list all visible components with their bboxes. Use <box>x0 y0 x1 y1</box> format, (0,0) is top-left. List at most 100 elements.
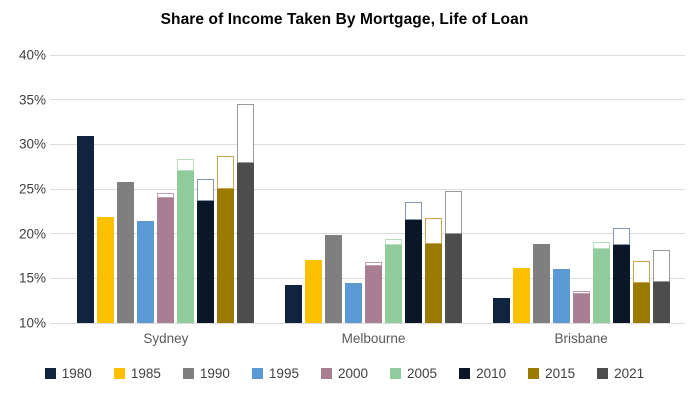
y-tick-label-15: 15% <box>18 270 46 286</box>
bar-melbourne-2010 <box>405 55 422 323</box>
bar-solid-segment <box>532 243 550 323</box>
legend-swatch-2021 <box>597 368 609 379</box>
bar-solid-segment <box>97 216 115 323</box>
legend-swatch-1995 <box>251 368 263 379</box>
y-tick-label-30: 30% <box>18 136 46 152</box>
y-tick-label-25: 25% <box>18 181 46 197</box>
bar-solid-segment <box>285 284 302 323</box>
bar-brisbane-1990 <box>532 55 550 323</box>
bar-brisbane-2005 <box>592 55 610 323</box>
legend-item-2010: 2010 <box>459 366 506 381</box>
legend-item-1985: 1985 <box>113 366 161 381</box>
gridline-35 <box>50 99 685 101</box>
bar-outline-segment <box>217 155 235 189</box>
legend-label-2021: 2021 <box>614 366 645 381</box>
legend-item-2015: 2015 <box>528 366 575 381</box>
bar-melbourne-2015 <box>425 55 442 323</box>
bar-solid-segment <box>512 267 530 323</box>
legend-label-2015: 2015 <box>545 366 576 381</box>
bar-outline-segment <box>157 192 175 198</box>
bar-solid-segment <box>612 245 630 323</box>
legend-label-1980: 1980 <box>61 366 92 381</box>
y-tick-label-35: 35% <box>18 92 46 108</box>
category-label-melbourne: Melbourne <box>341 331 406 346</box>
legend-item-2021: 2021 <box>597 366 644 381</box>
bar-group-sydney <box>62 55 270 323</box>
bar-outline-segment <box>425 218 442 245</box>
bar-melbourne-2021 <box>445 55 462 323</box>
bar-sydney-2021 <box>237 55 255 323</box>
bar-solid-segment <box>325 235 342 323</box>
bar-outline-segment <box>592 241 610 249</box>
legend-item-1980: 1980 <box>44 366 92 381</box>
category-label-sydney: Sydney <box>143 331 189 346</box>
bar-sydney-1995 <box>137 55 155 323</box>
bar-solid-segment <box>237 163 255 323</box>
bar-outline-segment <box>177 158 195 172</box>
legend-label-2005: 2005 <box>407 366 438 381</box>
bar-sydney-1990 <box>117 55 135 323</box>
bar-solid-segment <box>365 265 382 323</box>
bar-outline-segment <box>197 179 215 201</box>
x-axis-category-labels: Sydney Melbourne Brisbane <box>62 331 685 346</box>
bar-solid-segment <box>492 298 510 323</box>
bar-solid-segment <box>552 268 570 323</box>
legend-swatch-2005 <box>390 368 402 379</box>
bar-solid-segment <box>197 200 215 323</box>
gridline-25 <box>50 188 685 190</box>
legend-item-2000: 2000 <box>320 366 368 381</box>
bar-outline-segment <box>405 201 422 221</box>
legend-label-2010: 2010 <box>476 366 507 381</box>
bar-solid-segment <box>425 244 442 323</box>
bar-outline-segment <box>445 190 462 234</box>
legend-label-1985: 1985 <box>130 366 161 381</box>
bar-group-melbourne <box>270 55 478 323</box>
bar-solid-segment <box>137 221 155 323</box>
bar-group-brisbane <box>477 55 685 323</box>
legend-swatch-2015 <box>528 368 540 379</box>
bar-sydney-2000 <box>157 55 175 323</box>
legend-item-1990: 1990 <box>182 366 230 381</box>
bar-sydney-1985 <box>97 55 115 323</box>
legend-label-1995: 1995 <box>268 366 299 381</box>
legend-swatch-2000 <box>320 368 332 379</box>
bar-outline-segment <box>385 239 402 246</box>
legend-item-2005: 2005 <box>390 366 437 381</box>
gridline-30 <box>50 143 685 145</box>
legend-swatch-1985 <box>113 368 125 379</box>
bar-melbourne-1985 <box>305 55 322 323</box>
gridline-10 <box>50 322 685 324</box>
bar-solid-segment <box>632 282 650 323</box>
bar-melbourne-2005 <box>385 55 402 323</box>
bar-sydney-1980 <box>77 55 95 323</box>
bar-outline-segment <box>652 249 670 282</box>
bar-brisbane-2000 <box>572 55 590 323</box>
bar-solid-segment <box>572 294 590 323</box>
bar-solid-segment <box>117 181 135 323</box>
bar-outline-segment <box>365 262 382 266</box>
legend-label-1990: 1990 <box>199 366 230 381</box>
bar-outline-segment <box>632 261 650 283</box>
bar-solid-segment <box>385 245 402 323</box>
bar-solid-segment <box>77 136 95 323</box>
bar-brisbane-2010 <box>612 55 630 323</box>
bar-brisbane-2021 <box>652 55 670 323</box>
category-label-brisbane: Brisbane <box>554 331 608 346</box>
bar-melbourne-1990 <box>325 55 342 323</box>
bar-solid-segment <box>305 259 322 323</box>
bar-outline-segment <box>572 290 590 295</box>
bars-layer <box>62 55 685 323</box>
bar-solid-segment <box>405 220 422 323</box>
bar-melbourne-2000 <box>365 55 382 323</box>
legend-swatch-1980 <box>44 368 56 379</box>
bar-solid-segment <box>217 189 235 323</box>
bar-brisbane-1980 <box>492 55 510 323</box>
legend-swatch-1990 <box>182 368 194 379</box>
bar-solid-segment <box>177 171 195 323</box>
gridline-20 <box>50 233 685 235</box>
gridline-40 <box>50 54 685 56</box>
bar-outline-segment <box>237 104 255 164</box>
bar-brisbane-1985 <box>512 55 530 323</box>
bar-sydney-2010 <box>197 55 215 323</box>
bar-brisbane-1995 <box>552 55 570 323</box>
